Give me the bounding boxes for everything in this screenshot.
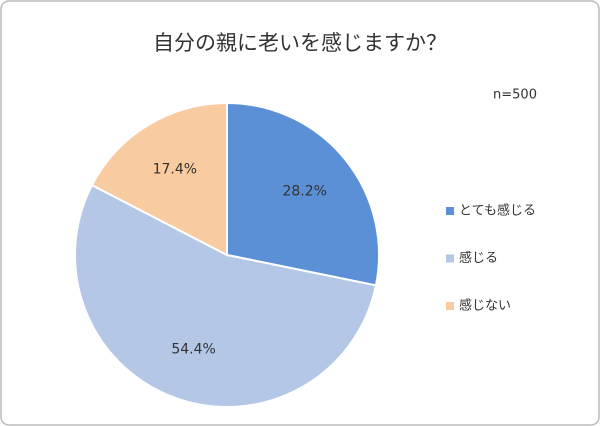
data-label: 54.4% xyxy=(171,342,215,358)
sample-size: n=500 xyxy=(493,88,537,103)
legend-swatch xyxy=(446,207,454,215)
legend-swatch xyxy=(446,254,454,263)
legend-label: とても感じる xyxy=(459,203,536,219)
pie-slice xyxy=(90,101,228,257)
legend-swatch xyxy=(446,302,454,310)
pie-slice xyxy=(74,183,378,408)
legend-label: 感じる xyxy=(459,250,498,266)
data-label: 17.4% xyxy=(153,161,197,177)
data-label: 28.2% xyxy=(282,184,326,200)
legend-label: 感じない xyxy=(459,298,511,314)
pie-slice xyxy=(226,101,380,287)
pie: 28.2% 54.4% 17.4% xyxy=(74,101,380,408)
chart-title: 自分の親に老いを感じますか？ xyxy=(153,31,447,55)
